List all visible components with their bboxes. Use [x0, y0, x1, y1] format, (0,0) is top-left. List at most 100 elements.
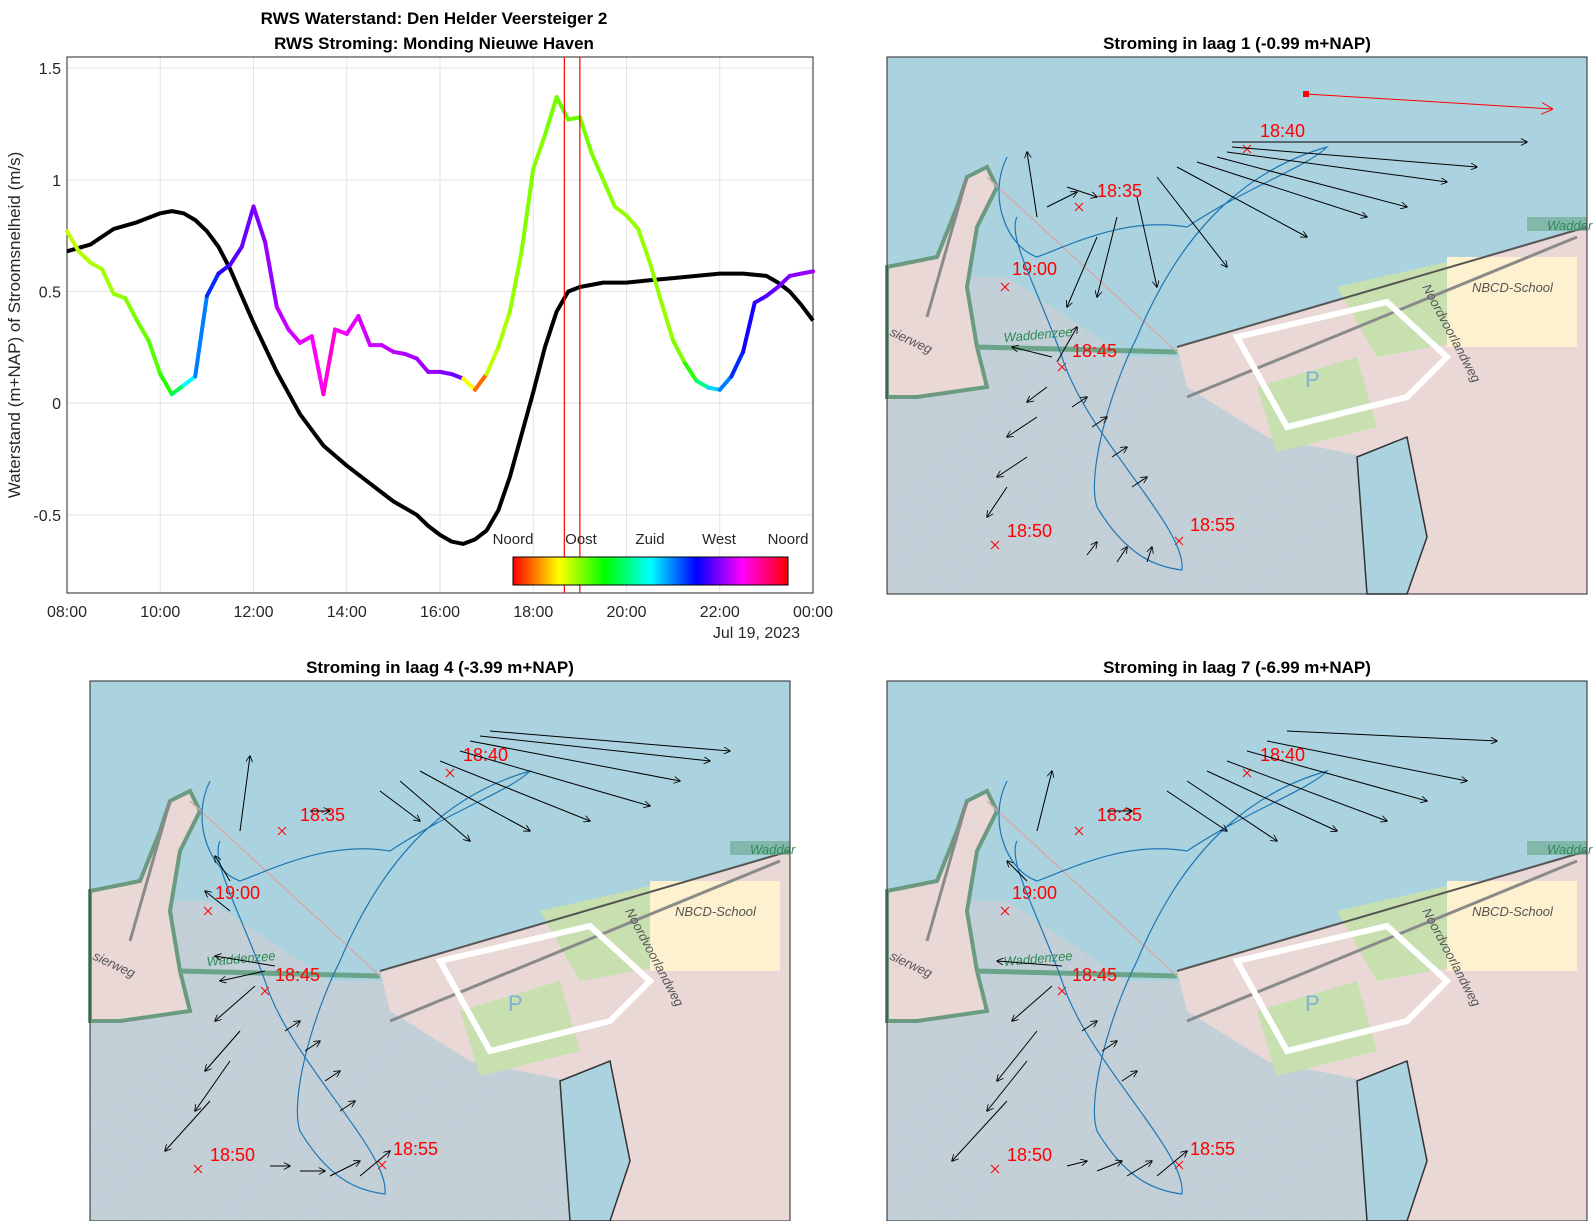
time-label: 18:55	[1190, 1139, 1235, 1159]
stroomsnelheid-segment	[88, 260, 104, 272]
stroomsnelheid-segment	[461, 376, 477, 392]
time-window-markers	[563, 57, 581, 593]
map-panel-laag-1: Stroming in laag 1 (-0.99 m+NAP) NBCD-Sc…	[885, 34, 1593, 595]
time-label: 18:55	[393, 1139, 438, 1159]
stroomsnelheid-segment	[752, 294, 769, 305]
stroomsnelheid-segment	[181, 374, 198, 388]
stroomsnelheid-segment	[589, 151, 606, 182]
stroomsnelheid-segment	[484, 345, 501, 377]
time-cross-marker	[193, 1164, 203, 1174]
x-tick-label: 08:00	[47, 604, 87, 621]
velocity-vectors	[987, 142, 1527, 563]
time-label: 19:00	[215, 883, 260, 903]
stroomsnelheid-segment	[216, 262, 233, 276]
chart-title-line2: RWS Stroming: Monding Nieuwe Haven	[274, 34, 594, 53]
y-tick-label: 0	[52, 396, 61, 413]
stroomsnelheid-segment	[449, 372, 466, 381]
stroomsnelheid-segment	[123, 296, 139, 323]
stroomsnelheid-segment	[204, 271, 221, 298]
stroomsnelheid-segment	[146, 338, 163, 377]
stroomsnelheid-segment	[496, 309, 512, 350]
basemap	[885, 681, 1588, 1222]
y-tick-label: 1	[52, 173, 61, 190]
x-tick-label: 12:00	[233, 604, 273, 621]
time-label: 18:45	[1072, 965, 1117, 985]
stroomsnelheid-segment	[298, 334, 314, 345]
stroomsnelheid-segment	[414, 356, 431, 374]
map-label: P	[1305, 991, 1320, 1016]
colorbar-label: Noord	[768, 531, 809, 548]
x-tick-label: 14:00	[327, 604, 367, 621]
x-tick-label: 18:00	[513, 604, 553, 621]
map-label: NBCD-School	[1472, 280, 1554, 295]
time-label: 18:50	[1007, 1145, 1052, 1165]
stroomsnelheid-segment	[659, 300, 676, 343]
time-label: 18:55	[1190, 515, 1235, 535]
stroomsnelheid-segment	[694, 378, 711, 390]
stroomsnelheid-segment	[134, 318, 151, 343]
time-label: 18:45	[1072, 341, 1117, 361]
stroomsnelheid-segment	[519, 166, 536, 254]
y-axis-ticks: -0.5 0 0.5 1 1.5	[33, 61, 61, 525]
map-title-laag-1: Stroming in laag 1 (-0.99 m+NAP)	[1103, 34, 1371, 53]
time-cross-marker	[1074, 202, 1084, 212]
stroomsnelheid-segment	[601, 177, 617, 209]
x-tick-label: 22:00	[700, 604, 740, 621]
y-tick-label: -0.5	[33, 508, 61, 525]
stroomsnelheid-segment	[251, 204, 268, 245]
stroomsnelheid-segment	[379, 343, 396, 354]
stroomsnelheid-segment	[356, 314, 373, 348]
x-tick-label: 10:00	[140, 604, 180, 621]
x-axis-date-label: Jul 19, 2023	[713, 625, 800, 642]
stroomsnelheid-segment	[65, 229, 81, 254]
map-title-laag-4: Stroming in laag 4 (-3.99 m+NAP)	[306, 658, 574, 677]
stroomsnelheid-segment	[531, 133, 547, 171]
stroomsnelheid-segment	[333, 327, 349, 336]
stroomsnelheid-segment	[741, 300, 757, 354]
time-label: 18:40	[1260, 745, 1305, 765]
stroomsnelheid-segment	[729, 349, 746, 379]
stroomsnelheid-segment	[274, 305, 291, 332]
stroomsnelheid-segment	[717, 374, 734, 392]
colorbar-labels: Noord Oost Zuid West Noord	[493, 531, 809, 548]
x-tick-label: 16:00	[420, 604, 460, 621]
stroomsnelheid-segment	[239, 204, 256, 249]
stroomsnelheid-segment	[100, 267, 116, 296]
time-cross-marker	[1242, 768, 1252, 778]
time-cross-marker	[1242, 144, 1252, 154]
stroomsnelheid-segment	[542, 95, 559, 138]
x-tick-label: 00:00	[793, 604, 833, 621]
stroomsnelheid-segment	[169, 383, 186, 397]
map-label: P	[508, 991, 523, 1016]
chart-title-line1: RWS Waterstand: Den Helder Veersteiger 2	[261, 9, 608, 28]
time-cross-marker	[990, 540, 1000, 550]
time-label: 18:35	[300, 805, 345, 825]
time-label: 18:50	[1007, 521, 1052, 541]
time-label: 18:40	[1260, 121, 1305, 141]
stroomsnelheid-segment	[193, 294, 209, 379]
stroomsnelheid-segment	[344, 314, 361, 336]
time-cross-marker	[1000, 906, 1010, 916]
basemap	[88, 681, 791, 1222]
time-cross-marker	[1074, 826, 1084, 836]
plot-area	[66, 56, 814, 594]
time-label: 19:00	[1012, 259, 1057, 279]
map-label: P	[1305, 367, 1320, 392]
time-cross-marker	[1000, 282, 1010, 292]
x-axis-ticks: 08:00 10:00 12:00 14:00 16:00 18:00 20:00 22:00…	[47, 604, 833, 621]
time-cross-marker	[203, 906, 213, 916]
stroomsnelheid-segment	[612, 204, 629, 218]
stroomsnelheid-segment	[76, 249, 93, 265]
velocity-vectors	[165, 730, 730, 1177]
colorbar-label: Noord	[493, 531, 534, 548]
time-label: 18:45	[275, 965, 320, 985]
time-label: 18:50	[210, 1145, 255, 1165]
stroomsnelheid-segment	[671, 338, 687, 365]
time-cross-marker	[445, 768, 455, 778]
map-frame	[886, 56, 1588, 595]
stroomsnelheid-segment	[507, 249, 524, 314]
stroomsnelheid-segment	[473, 372, 489, 392]
scale-arrow	[1303, 91, 1552, 109]
stroomsnelheid-segment	[776, 273, 792, 289]
